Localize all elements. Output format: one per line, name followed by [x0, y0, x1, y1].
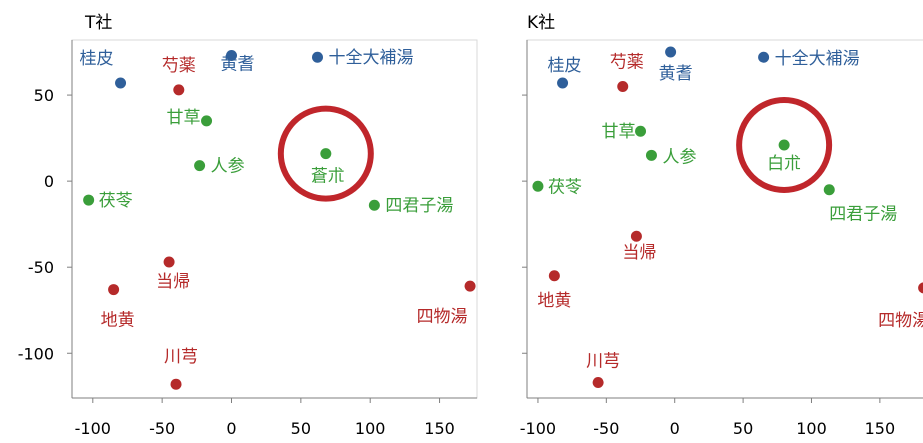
plot-area-frame — [71, 39, 478, 399]
x-tick-label: -50 — [149, 419, 175, 438]
data-label: 四君子湯 — [829, 205, 897, 225]
chart-title: T社 — [84, 13, 112, 33]
data-label: 地黄 — [537, 291, 571, 311]
y-tick-label: 50 — [34, 86, 54, 105]
data-label: 当帰 — [156, 272, 190, 292]
data-label: 茯苓 — [99, 191, 133, 211]
y-tick-label: -100 — [18, 344, 54, 363]
data-point — [635, 125, 647, 137]
data-label: 蒼朮 — [311, 167, 345, 187]
data-label: 四物湯 — [878, 311, 923, 331]
data-point — [201, 115, 213, 127]
data-label: 四君子湯 — [385, 196, 453, 216]
data-point — [194, 160, 206, 172]
y-tick-label: 0 — [44, 172, 54, 191]
chart-panel-1: T社 -100 -50 0 50 100 150 50 0 -50 -100 桂皮 芍薬 黄耆 十全大補湯甘… — [18, 13, 478, 438]
x-tick-label: 100 — [355, 419, 386, 438]
data-label: 十全大補湯 — [775, 49, 860, 69]
data-label: 人参 — [211, 157, 245, 177]
data-label: 十全大補湯 — [328, 48, 413, 68]
data-point — [83, 194, 95, 206]
x-tick-label: 100 — [796, 419, 827, 438]
data-point — [108, 284, 120, 296]
data-label: 茯苓 — [548, 177, 582, 197]
data-label: 当帰 — [622, 243, 656, 263]
data-point — [173, 84, 185, 96]
x-tick-label: 50 — [733, 419, 753, 438]
data-point — [311, 51, 323, 63]
data-point — [163, 256, 175, 268]
data-label: 芍薬 — [610, 52, 644, 72]
data-point — [320, 148, 332, 160]
data-label: 甘草 — [167, 108, 201, 128]
data-point — [778, 139, 790, 151]
x-tick-label: 0 — [670, 419, 680, 438]
data-label: 四物湯 — [417, 307, 468, 327]
data-point — [617, 80, 629, 92]
data-point — [368, 199, 380, 211]
x-tick-label: 0 — [226, 419, 236, 438]
data-point — [170, 378, 182, 390]
data-point — [226, 49, 238, 61]
x-tick-label: -50 — [593, 419, 619, 438]
data-label: 芍薬 — [162, 56, 196, 76]
data-label: 黄耆 — [659, 64, 693, 84]
data-label: 黄耆 — [221, 54, 255, 74]
data-point — [758, 51, 770, 63]
data-label: 人参 — [662, 147, 696, 167]
data-point — [532, 180, 544, 192]
data-point — [630, 230, 642, 242]
data-point — [464, 280, 476, 292]
data-point — [557, 77, 569, 89]
data-point — [592, 377, 604, 389]
data-label: 白朮 — [767, 154, 801, 174]
data-label: 川芎 — [586, 352, 620, 372]
x-tick-label: 150 — [424, 419, 455, 438]
data-point — [823, 184, 835, 196]
x-tick-label: 50 — [291, 419, 311, 438]
data-point — [665, 46, 677, 58]
y-tick-label: -50 — [28, 258, 54, 277]
data-label: 桂皮 — [80, 49, 114, 69]
data-point — [548, 270, 560, 282]
data-label: 川芎 — [164, 347, 198, 367]
data-point — [645, 149, 657, 161]
chart-title: K社 — [527, 13, 555, 33]
highlight-circle — [736, 96, 833, 193]
highlight-circle — [277, 105, 374, 202]
data-point — [918, 282, 923, 294]
x-tick-label: -100 — [75, 419, 111, 438]
data-label: 甘草 — [602, 122, 636, 142]
data-point — [115, 77, 127, 89]
x-tick-label: 150 — [865, 419, 896, 438]
data-label: 桂皮 — [548, 56, 582, 76]
data-label: 地黄 — [101, 311, 135, 331]
x-tick-label: -100 — [520, 419, 556, 438]
